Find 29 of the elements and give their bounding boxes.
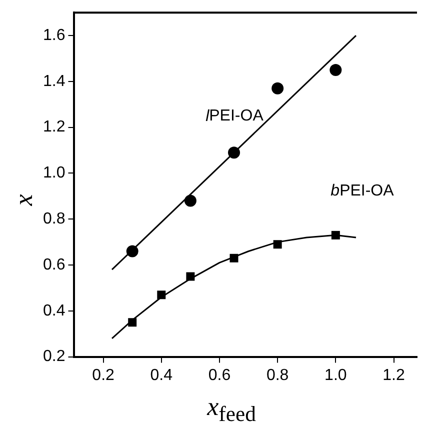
x-tick-label: 0.4 [150, 366, 173, 384]
x-axis-title: x$_{feed}$ [207, 392, 256, 426]
y-tick-label: 1.4 [42, 72, 66, 90]
point [230, 254, 238, 262]
point [331, 230, 340, 240]
point [330, 64, 342, 76]
point [272, 82, 284, 94]
point [128, 318, 137, 327]
point [228, 146, 240, 159]
x-tick-label: 0.6 [208, 366, 231, 384]
y-tick-label: 0.8 [42, 210, 66, 228]
point [184, 194, 196, 207]
point [186, 272, 195, 281]
y-tick-label: 1.0 [42, 164, 66, 182]
x-tick-label: 0.8 [266, 366, 289, 384]
y-tick-label: 0.6 [42, 256, 66, 274]
series-label: bPEI-OA [330, 182, 394, 200]
x-tick-label: 0.2 [92, 366, 115, 384]
y-tick-label: 0.2 [42, 348, 66, 366]
x-tick-label: 1.0 [324, 366, 347, 384]
series-label: lPEI-OA [206, 108, 264, 125]
y-tick-label: 1.2 [42, 118, 66, 136]
y-axis-title: x [8, 194, 39, 206]
point [157, 290, 166, 300]
y-tick-label: 0.4 [42, 302, 66, 320]
point [273, 240, 282, 249]
point [126, 245, 138, 258]
y-tick-label: 1.6 [42, 26, 66, 44]
x-tick-label: 1.2 [382, 366, 405, 384]
